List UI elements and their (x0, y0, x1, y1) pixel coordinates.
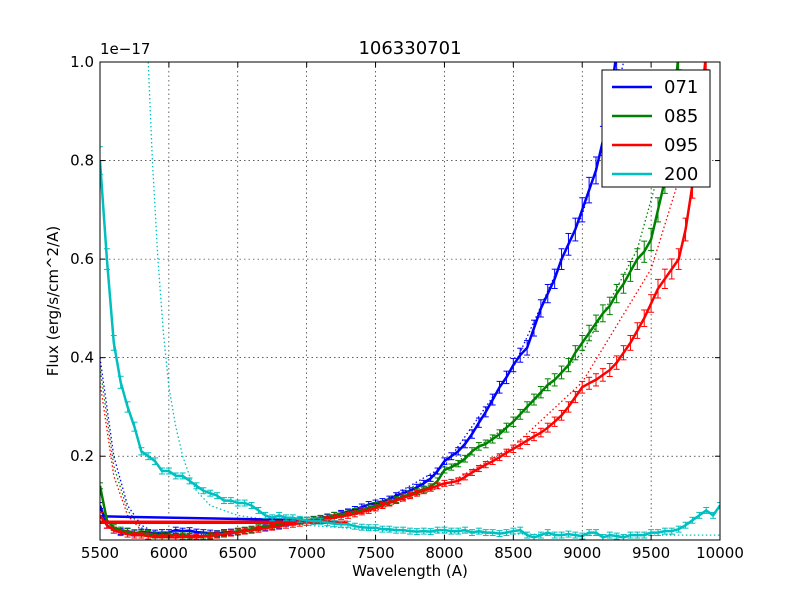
x-tick-label: 5500 (81, 544, 119, 562)
series-line-071 (100, 62, 617, 535)
legend: 071 085 095 200 (601, 69, 711, 188)
axis-ticks: 5500 6000 6500 7000 7500 8000 8500 9000 9500 1000… (70, 53, 744, 562)
legend-box (601, 69, 711, 188)
y-axis-label: Flux (erg/s/cm^2/A) (44, 226, 62, 377)
legend-label-200: 200 (664, 164, 698, 185)
legend-label-095: 095 (664, 135, 698, 156)
legend-label-085: 085 (664, 106, 698, 127)
x-tick-label: 8000 (425, 544, 463, 562)
plot-frame (99, 61, 721, 541)
y-tick-label: 0.4 (70, 349, 94, 367)
y-tick-label: 0.6 (70, 250, 94, 268)
x-tick-label: 10000 (696, 544, 744, 562)
x-tick-label: 7000 (288, 544, 326, 562)
x-tick-label: 9500 (632, 544, 670, 562)
y-tick-label: 0.2 (70, 447, 94, 465)
x-tick-label: 8500 (494, 544, 532, 562)
series-line-200 (100, 160, 720, 539)
x-tick-label: 7500 (356, 544, 394, 562)
y-tick-label: 0.8 (70, 152, 94, 170)
x-axis-label: Wavelength (A) (352, 562, 468, 580)
y-scale-label: 1e−17 (100, 40, 150, 58)
x-tick-label: 9000 (563, 544, 601, 562)
data-series (100, 62, 720, 540)
legend-label-071: 071 (664, 77, 698, 98)
series-line-095 (100, 62, 707, 539)
chart-title: 106330701 (358, 38, 461, 59)
series-200 (100, 146, 720, 540)
y-tick-label: 1.0 (70, 53, 94, 71)
x-tick-label: 6500 (219, 544, 257, 562)
x-tick-label: 6000 (150, 544, 188, 562)
